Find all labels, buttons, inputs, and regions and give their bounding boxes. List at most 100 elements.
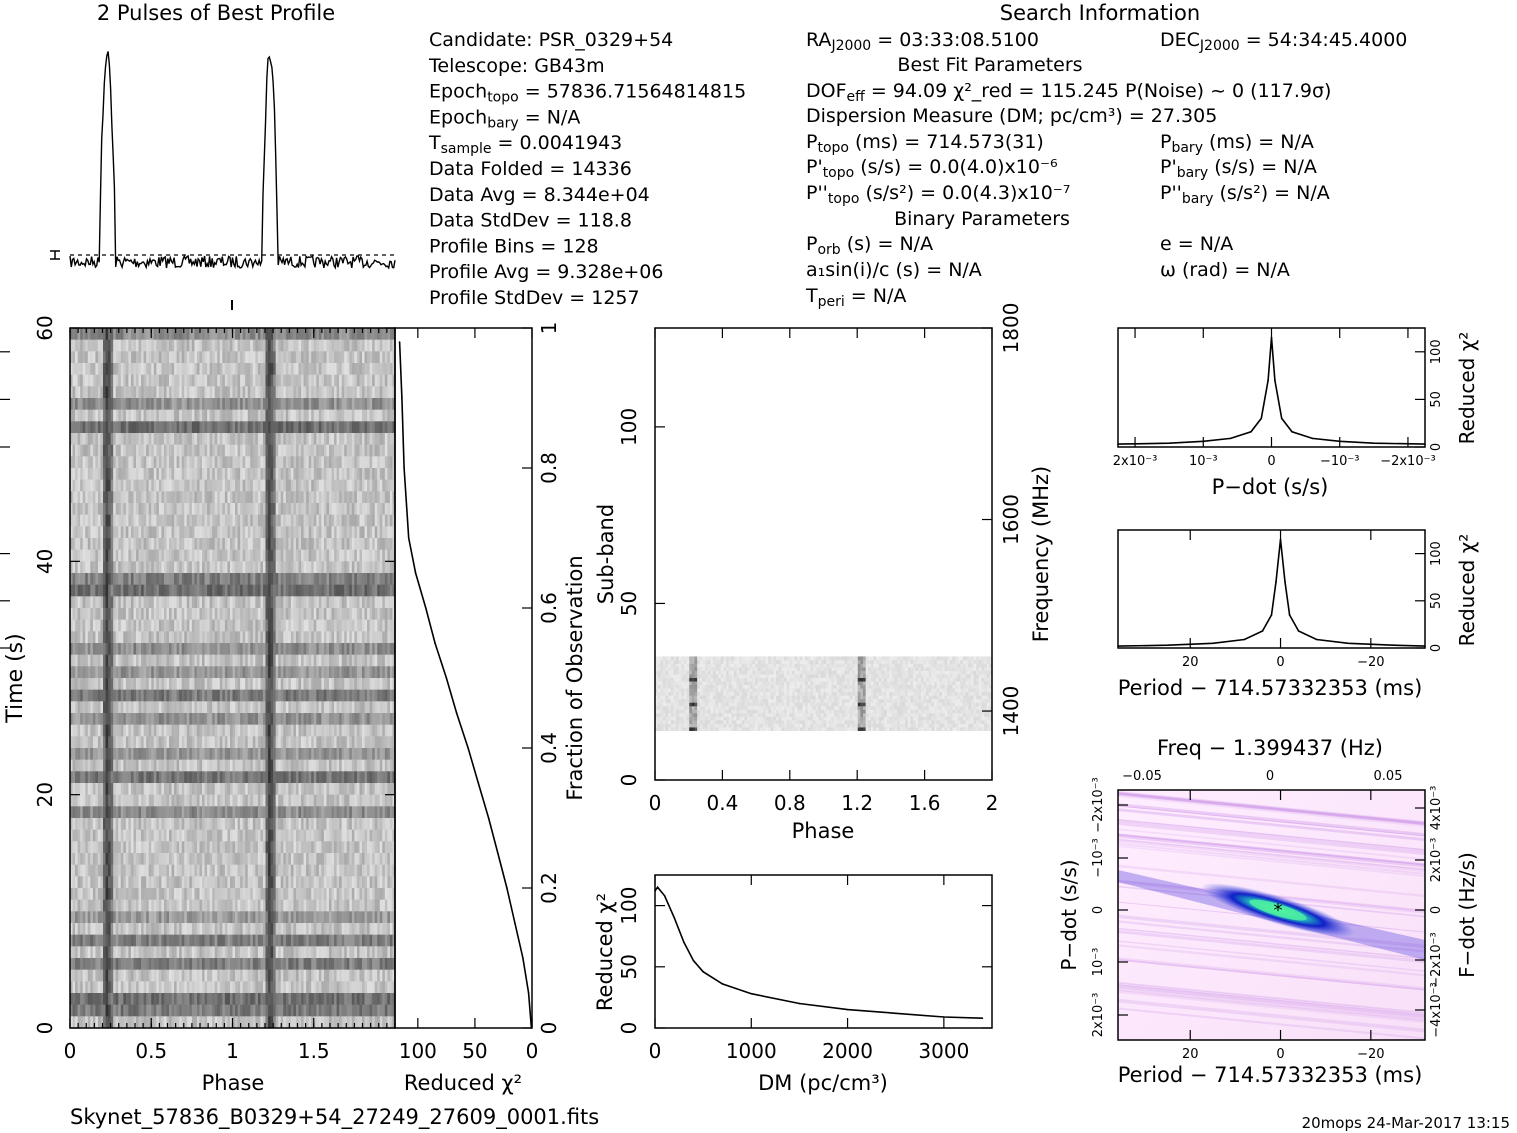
data-point xyxy=(514,922,516,924)
data-point xyxy=(1270,336,1273,339)
x-axis-label: DM (pc/cm³) xyxy=(758,1071,888,1095)
data-point xyxy=(846,1008,849,1011)
info-right-column: DECJ2000 = 54:34:45.4000 Pbary (ms) = N/… xyxy=(1160,29,1407,281)
data-point xyxy=(527,992,530,994)
info-left-line: Epochtopo = 57836.71564814815 xyxy=(429,81,746,106)
x2-tick-label: 0 xyxy=(1266,769,1274,784)
axes-frame xyxy=(654,874,993,1029)
y-tick-label: 2x10⁻³ xyxy=(1091,993,1106,1038)
info-left-line: Profile StdDev = 1257 xyxy=(429,287,640,309)
x-tick-label: 2 xyxy=(986,791,999,815)
y2-tick-label: 1400 xyxy=(999,686,1023,737)
data-point xyxy=(1202,440,1205,443)
x-tick-label: 0.8 xyxy=(774,791,806,815)
y-tick-label: 40 xyxy=(33,549,57,574)
x2-axis-label: Freq − 1.399437 (Hz) xyxy=(1157,736,1383,760)
y-tick-label: 20 xyxy=(33,782,57,807)
y-axis-label: Time (s) xyxy=(3,633,28,723)
info-left-line: Data StdDev = 118.8 xyxy=(429,210,632,232)
x-tick-label: 1000 xyxy=(726,1039,777,1063)
y-tick-label: 50 xyxy=(1429,391,1444,408)
x-tick-label: 50 xyxy=(462,1039,487,1063)
pdtopo-text: P'topo (s/s) = 0.0(4.0)x10⁻⁶ xyxy=(806,156,1058,181)
x-tick-label: −2x10⁻³ xyxy=(1380,454,1435,469)
a1-text: a₁sin(i)/c (s) = N/A xyxy=(806,259,982,281)
x-axis-label: Reduced χ² xyxy=(404,1071,522,1095)
y-axis-label: Sub-band xyxy=(594,504,618,604)
dec-text: DECJ2000 = 54:34:45.4000 xyxy=(1160,29,1407,54)
profile-title: 2 Pulses of Best Profile xyxy=(97,1,335,25)
dm-text: Dispersion Measure (DM; pc/cm³) = 27.305 xyxy=(806,105,1217,127)
data-point xyxy=(1267,379,1269,382)
data-point xyxy=(894,1012,897,1015)
pdot-chi-panel: 2x10⁻³ 10⁻³ 0 −10⁻³ −2x10⁻³ 0 50 100 P−dot (s/s)… xyxy=(0,327,1479,499)
y-tick-label: 1 xyxy=(537,322,561,335)
info-left-line: Candidate: PSR_0329+54 xyxy=(429,29,673,51)
y2-tick-label: 2x10⁻³ xyxy=(1429,838,1444,883)
data-point xyxy=(445,677,448,679)
data-point xyxy=(1117,443,1119,445)
axes-frame xyxy=(1117,529,1426,649)
data-point xyxy=(403,467,405,469)
data-point xyxy=(1229,437,1232,440)
y-axis-label: Reduced χ² xyxy=(593,893,617,1011)
y2-axis-label: Frequency (MHz) xyxy=(1029,466,1053,642)
period-chi-line xyxy=(1117,539,1426,647)
pddbary-text: P''bary (s/s²) = N/A xyxy=(1160,182,1330,207)
y-axis-label: Reduced χ² xyxy=(1455,332,1479,445)
footer-stamp: 20mops 24-Mar-2017 13:15 xyxy=(1302,1114,1510,1132)
info-left-line: Profile Bins = 128 xyxy=(429,235,599,257)
binary-title: Binary Parameters xyxy=(894,208,1070,230)
y-tick-label: −10⁻³ xyxy=(1091,838,1106,878)
y2-tick-label: 4x10⁻³ xyxy=(1429,786,1444,831)
x-axis-label: Phase xyxy=(202,1071,265,1095)
y-tick-label: 0 xyxy=(1429,443,1444,451)
data-point xyxy=(1275,581,1277,583)
y-tick-label: 100 xyxy=(617,408,641,446)
x-axis-label: P−dot (s/s) xyxy=(1212,475,1329,499)
x-tick-label: 0 xyxy=(1276,655,1284,670)
y-tick-label: 0 xyxy=(1091,906,1106,914)
y2-tick-label: 0 xyxy=(1429,906,1444,914)
pbary-text: Pbary (ms) = N/A xyxy=(1160,131,1314,156)
time-phase-panel: 0 0.5 1 1.5 0 20 40 60 Phase Time (s) xyxy=(3,315,396,1095)
x-tick-label: 2x10⁻³ xyxy=(1113,454,1158,469)
y-tick-label: 0 xyxy=(617,774,641,787)
best-fit-marker: * xyxy=(1274,900,1283,921)
x-tick-label: 0 xyxy=(1276,1047,1284,1062)
porb-text: Porb (s) = N/A xyxy=(806,233,933,258)
y-tick-label: 0.6 xyxy=(537,592,561,624)
chi-vs-time-panel: 100 50 0 0 0.2 0.4 0.6 0.8 1 Reduced χ² Fraction o… xyxy=(394,322,587,1095)
dm-chi-line xyxy=(654,885,983,1019)
data-point xyxy=(798,1002,801,1005)
y-tick-label: 100 xyxy=(617,887,641,925)
y2-tick-label: 1600 xyxy=(999,494,1023,545)
data-point xyxy=(477,782,480,784)
x-tick-label: 0.5 xyxy=(135,1039,167,1063)
x-tick-label: 0 xyxy=(64,1039,77,1063)
data-point xyxy=(401,397,403,399)
data-point xyxy=(1347,642,1350,645)
best-fit-title: Best Fit Parameters xyxy=(897,54,1082,76)
x-tick-label: 10⁻³ xyxy=(1189,454,1218,469)
filename-text: Skynet_57836_B0329+54_27249_27609_0001.f… xyxy=(70,1105,599,1130)
info-left-line: Epochbary = N/A xyxy=(429,106,580,131)
x-tick-label: 0 xyxy=(649,1039,662,1063)
data-point xyxy=(943,1016,945,1018)
y-tick-label: 60 xyxy=(33,315,57,340)
dm-chi-panel: 0 1000 2000 3000 0 50 100 DM (pc/cm³) Reduced χ² xyxy=(593,874,993,1095)
x-axis-label: Period − 714.57332353 (ms) xyxy=(1118,676,1423,700)
x-tick-label: −20 xyxy=(1357,655,1384,670)
x-tick-label: −10⁻³ xyxy=(1320,454,1360,469)
data-point xyxy=(1297,630,1300,632)
y-axis-label: Fraction of Observation xyxy=(563,555,587,800)
x2-tick-label: 0.05 xyxy=(1374,769,1403,784)
x-tick-label: 0.4 xyxy=(706,791,738,815)
data-point xyxy=(673,917,676,919)
y-tick-label: 0.4 xyxy=(537,732,561,764)
axes-frame xyxy=(654,327,993,781)
data-point xyxy=(1311,437,1314,440)
y-tick-label: 0.8 xyxy=(537,452,561,484)
